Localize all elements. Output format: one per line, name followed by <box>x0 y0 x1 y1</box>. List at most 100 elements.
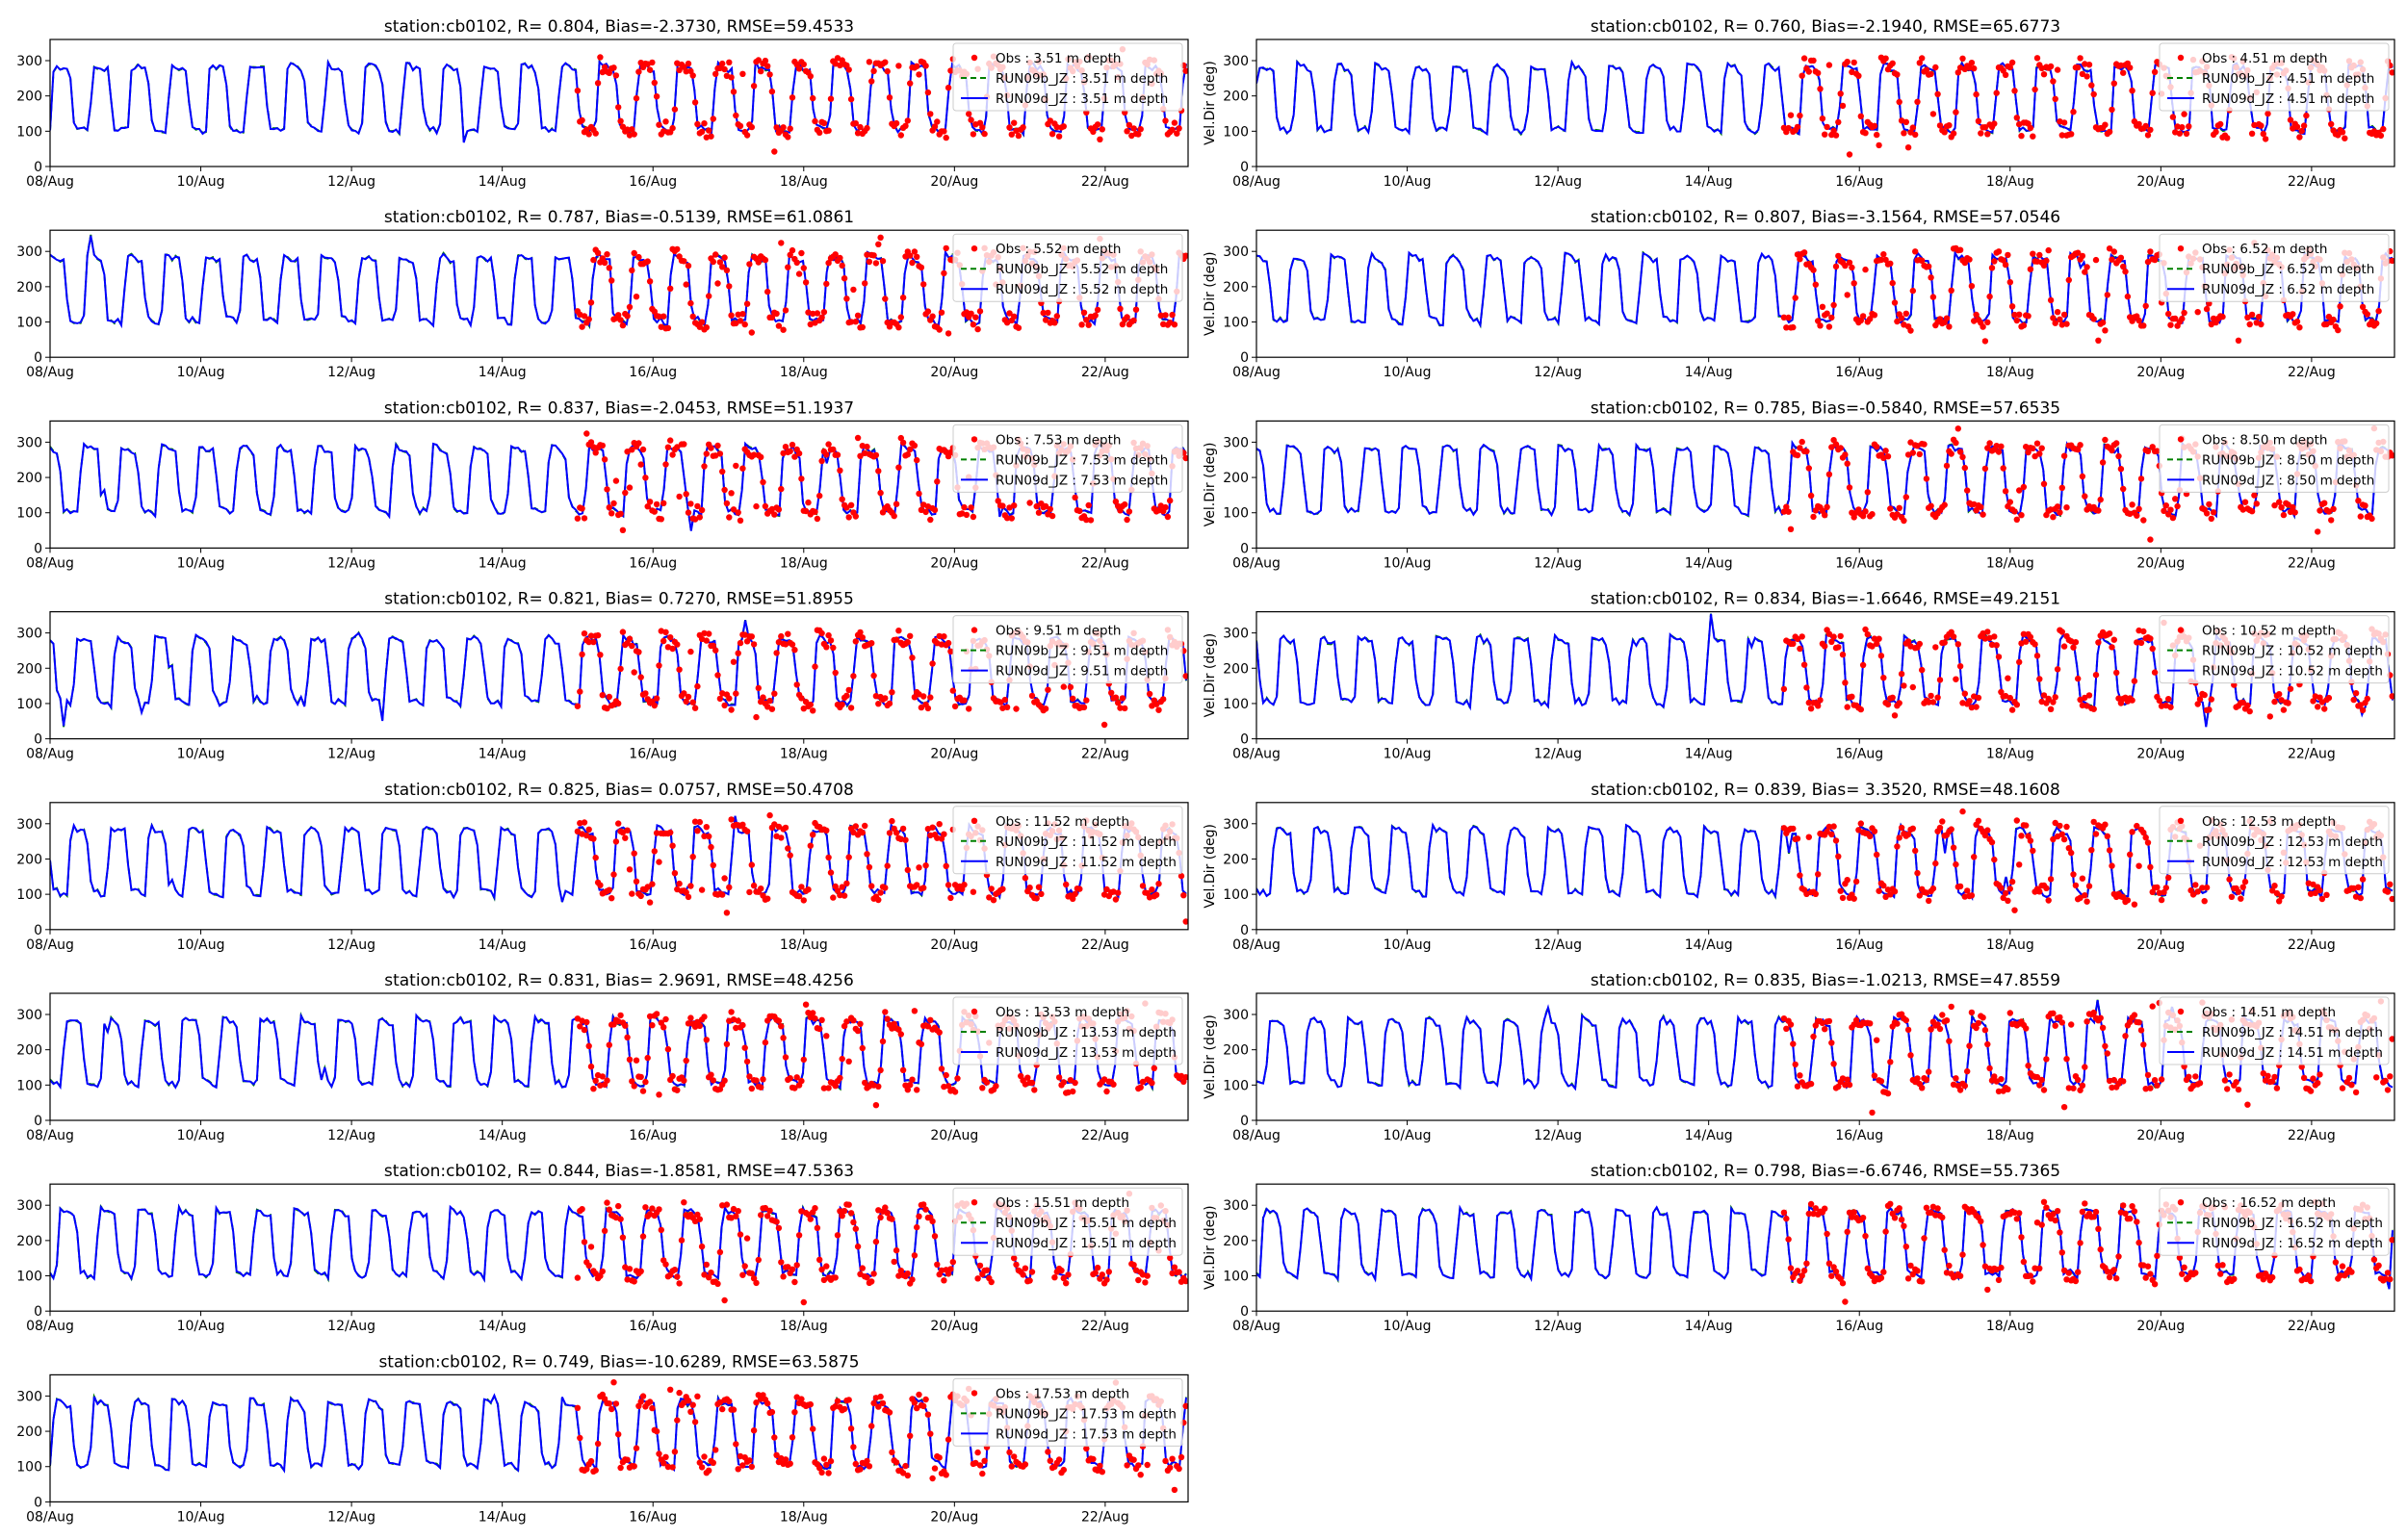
obs-point <box>2050 699 2057 706</box>
obs-point <box>2085 883 2093 889</box>
obs-point <box>1805 834 1813 840</box>
obs-point <box>825 854 832 861</box>
obs-point <box>2151 669 2159 676</box>
obs-point <box>837 1208 843 1215</box>
obs-point <box>1902 118 1910 125</box>
obs-point <box>868 78 875 85</box>
obs-point <box>1914 1075 1921 1082</box>
obs-point <box>706 630 712 637</box>
y-axis-label: Vel.Dir (deg) <box>1203 824 1218 909</box>
obs-point <box>922 508 929 516</box>
obs-point <box>1889 279 1896 287</box>
obs-point <box>1844 292 1851 298</box>
obs-point <box>868 640 875 647</box>
obs-point <box>1792 295 1799 301</box>
obs-point <box>2373 320 2380 327</box>
obs-point <box>936 821 943 828</box>
obs-point <box>2113 1275 2120 1282</box>
obs-point <box>2011 907 2018 913</box>
obs-point <box>1846 1081 1853 1089</box>
obs-point <box>768 706 776 712</box>
obs-point <box>2090 90 2097 98</box>
obs-point <box>798 884 805 890</box>
obs-point <box>701 629 708 637</box>
obs-point <box>764 704 771 710</box>
obs-point <box>696 818 703 826</box>
obs-point <box>945 1436 952 1443</box>
obs-point <box>669 842 676 849</box>
obs-point <box>1085 501 1092 509</box>
obs-point <box>904 1472 911 1479</box>
obs-point <box>1825 823 1833 831</box>
obs-point <box>760 478 766 486</box>
obs-point <box>687 500 694 507</box>
obs-point <box>1919 257 1926 264</box>
obs-point <box>1040 309 1047 317</box>
obs-point <box>1923 1076 1930 1084</box>
obs-point <box>1045 309 1051 317</box>
obs-point <box>2025 1063 2032 1069</box>
obs-point <box>918 1040 925 1048</box>
obs-point <box>875 1083 882 1091</box>
obs-point <box>845 854 852 860</box>
obs-point <box>1941 1246 1948 1253</box>
y-tick-label: 200 <box>16 1424 42 1440</box>
obs-point <box>746 888 753 896</box>
obs-point <box>882 295 889 302</box>
obs-point <box>1973 507 1980 514</box>
obs-point <box>2147 126 2154 134</box>
obs-point <box>716 259 724 266</box>
obs-point <box>859 634 866 641</box>
obs-point <box>2018 133 2025 140</box>
obs-point <box>592 1467 599 1474</box>
obs-point <box>1797 872 1803 879</box>
obs-point <box>1182 252 1188 259</box>
obs-point <box>891 512 897 520</box>
obs-point <box>2144 839 2152 846</box>
obs-point <box>941 831 947 837</box>
obs-point <box>2269 887 2276 894</box>
obs-point <box>974 325 981 333</box>
obs-point <box>879 258 887 265</box>
obs-point <box>929 660 936 667</box>
obs-point <box>789 441 796 449</box>
obs-point <box>1103 886 1110 893</box>
y-tick-label: 100 <box>16 1078 42 1093</box>
obs-point <box>2058 132 2065 139</box>
obs-point <box>2131 901 2138 908</box>
obs-point <box>805 499 812 506</box>
obs-point <box>2102 1042 2109 1050</box>
y-tick-label: 200 <box>16 852 42 867</box>
obs-point <box>2260 130 2266 138</box>
obs-point <box>667 437 674 444</box>
obs-point <box>911 1008 919 1014</box>
obs-point <box>2106 630 2113 637</box>
obs-point <box>706 293 712 299</box>
axes-frame <box>49 420 1189 549</box>
obs-point <box>626 1266 634 1272</box>
obs-point <box>590 638 597 646</box>
obs-point <box>2090 1214 2097 1220</box>
obs-point <box>1797 256 1803 263</box>
obs-point <box>2038 445 2045 451</box>
obs-point <box>897 314 904 321</box>
obs-point <box>780 1273 787 1280</box>
obs-point <box>902 1462 909 1470</box>
obs-point <box>1785 314 1792 321</box>
obs-point <box>1060 1274 1068 1282</box>
obs-point <box>1876 887 1882 894</box>
x-tick-label: 10/Aug <box>1384 1128 1432 1143</box>
obs-point <box>2102 821 2109 828</box>
obs-point <box>1824 1230 1830 1238</box>
obs-point <box>832 1274 839 1281</box>
obs-point <box>1864 489 1872 496</box>
obs-point <box>716 1248 724 1256</box>
obs-point <box>1152 891 1160 898</box>
obs-point <box>2210 509 2217 516</box>
obs-point <box>1103 1088 1110 1095</box>
obs-point <box>674 444 681 450</box>
obs-point <box>712 70 719 78</box>
obs-point <box>1953 1075 1959 1082</box>
obs-point <box>1975 694 1982 702</box>
